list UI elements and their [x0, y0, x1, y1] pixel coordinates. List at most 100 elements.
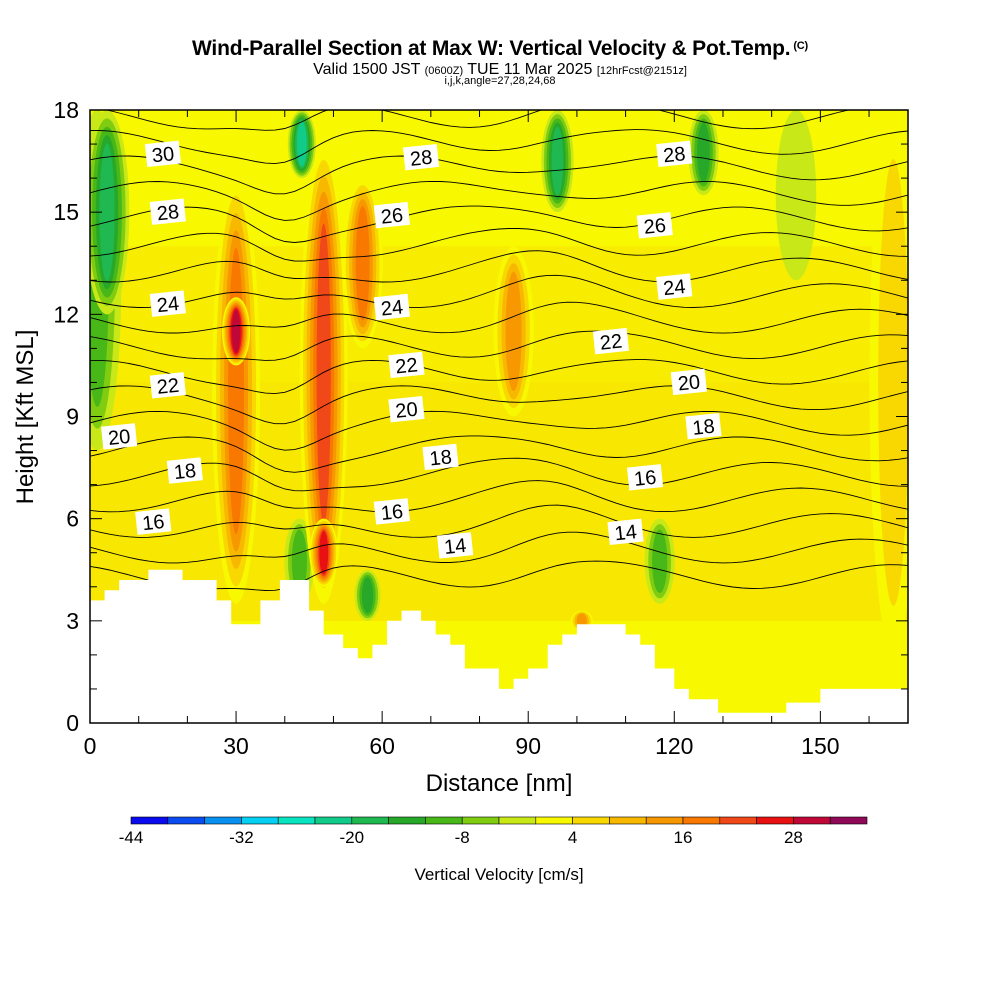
isentrope-25 [90, 228, 908, 262]
contour-label-text: 20 [394, 399, 418, 423]
colorbar-swatch [793, 816, 831, 825]
colorbar-swatch [425, 816, 463, 825]
w-cell [319, 530, 329, 575]
chart-title: Wind-Parallel Section at Max W: Vertical… [0, 37, 1000, 61]
valid-zulu: (0600Z) [424, 65, 464, 77]
isentrope-27 [90, 180, 908, 221]
contour-label: 24 [656, 273, 693, 300]
contour-label: 14 [607, 518, 644, 545]
contour-label-text: 14 [443, 535, 467, 559]
contour-label-text: 18 [173, 460, 197, 484]
contour-label-bg [101, 423, 138, 450]
colorbar-tick-label: -20 [340, 828, 365, 847]
contour-label-text: 24 [662, 276, 686, 300]
contour-label: 20 [101, 423, 138, 450]
isentrope-20 [90, 359, 908, 395]
w-cell [652, 529, 668, 593]
contour-label-bg [592, 327, 630, 355]
contour-label-bg [626, 464, 664, 491]
contour-label: 14 [437, 532, 474, 559]
contour-label: 28 [149, 198, 186, 225]
contour-label: 16 [626, 464, 664, 491]
x-tick-label: 60 [369, 733, 395, 759]
contour-label-bg [388, 395, 425, 423]
colorbar-tick-label: -32 [229, 828, 254, 847]
contour-label-bg [149, 198, 186, 225]
contour-label: 22 [149, 372, 186, 399]
colorbar-tick-label: 4 [568, 828, 577, 847]
terrain [90, 569, 908, 723]
colorbar-swatch [829, 816, 868, 825]
isentrope-15 [90, 480, 908, 513]
w-cell [297, 121, 307, 167]
isentrope-21 [90, 330, 908, 361]
contour-label-bg [144, 140, 182, 168]
colorbar-swatch [645, 816, 684, 825]
contour-label-bg [149, 372, 186, 399]
contour-label-bg [656, 273, 693, 300]
contour-label: 20 [388, 395, 425, 423]
chart-subtitle: Valid 1500 JST (0600Z) TUE 11 Mar 2025 [… [0, 61, 1000, 79]
w-cell [551, 126, 564, 196]
colorbar-swatch [498, 816, 537, 825]
colorbar-swatch [130, 816, 169, 825]
contour-label-text: 24 [380, 296, 404, 320]
copyright-mark: (C) [793, 40, 808, 52]
colorbar-tick-label: 28 [784, 828, 803, 847]
contour-label-text: 16 [141, 511, 165, 535]
contour-label: 18 [685, 412, 722, 440]
y-tick-label: 9 [66, 404, 79, 430]
contour-label-bg [373, 293, 410, 321]
colorbar-swatch [167, 816, 205, 825]
contour-label-text: 22 [156, 375, 180, 399]
isentrope-30 [104, 110, 851, 131]
contour-label: 26 [636, 212, 673, 239]
x-axis: 0 30 60 90 120 150 [84, 110, 870, 759]
contour-label-text: 26 [643, 215, 667, 239]
w-cell [316, 223, 331, 525]
contour-label-bg [670, 368, 707, 396]
isentrope-18 [90, 410, 908, 451]
isentrope-12 [90, 560, 908, 591]
contour-label: 26 [373, 201, 410, 229]
w-cell [505, 271, 522, 391]
isentrope-14 [90, 504, 908, 538]
contour-label-text: 18 [428, 446, 452, 470]
colorbar-swatch [609, 816, 647, 825]
w-cell [231, 309, 241, 353]
potential-temperature-contours [90, 72, 908, 591]
contour-label-bg [656, 140, 693, 168]
contour-label-text: 28 [156, 201, 180, 225]
y-axis-label: Height [Kft MSL] [12, 330, 39, 505]
section-indices: i,j,k,angle=27,28,24,68 [444, 75, 556, 87]
contour-label: 22 [388, 351, 425, 379]
contour-label-bg [402, 143, 440, 171]
contour-label-text: 20 [677, 371, 701, 395]
contour-labels: 30 28 24 22 20 18 16 28 26 24 22 20 18 16 14 28 26 24 22 20… [101, 140, 722, 559]
y-tick-label: 3 [66, 608, 79, 634]
contour-label: 20 [670, 368, 707, 396]
contour-label-bg [437, 532, 474, 559]
contour-label: 24 [373, 293, 410, 321]
colorbar-swatch [719, 816, 757, 825]
colorbar-swatch [277, 816, 316, 825]
contour-label-text: 20 [107, 426, 131, 450]
contour-label: 30 [144, 140, 182, 168]
w-cell [355, 205, 370, 321]
valid-date: TUE 11 Mar 2025 [467, 61, 593, 78]
contour-label-bg [685, 412, 722, 440]
w-cell [361, 577, 374, 614]
isentrope-31 [90, 72, 908, 103]
contour-label-bg [388, 351, 425, 379]
isentrope-28 [90, 155, 908, 195]
colorbar-swatch [572, 816, 610, 825]
x-axis-label: Distance [nm] [426, 770, 573, 797]
contour-label-text: 22 [599, 330, 623, 354]
contour-label-text: 26 [380, 204, 404, 228]
isentrope-29 [90, 129, 908, 165]
isentrope-22 [90, 301, 908, 334]
contour-label-bg [373, 498, 410, 525]
contour-label: 18 [166, 457, 203, 484]
forecast-info: [12hrFcst@2151z] [596, 65, 687, 77]
colorbar-swatch [314, 816, 353, 825]
